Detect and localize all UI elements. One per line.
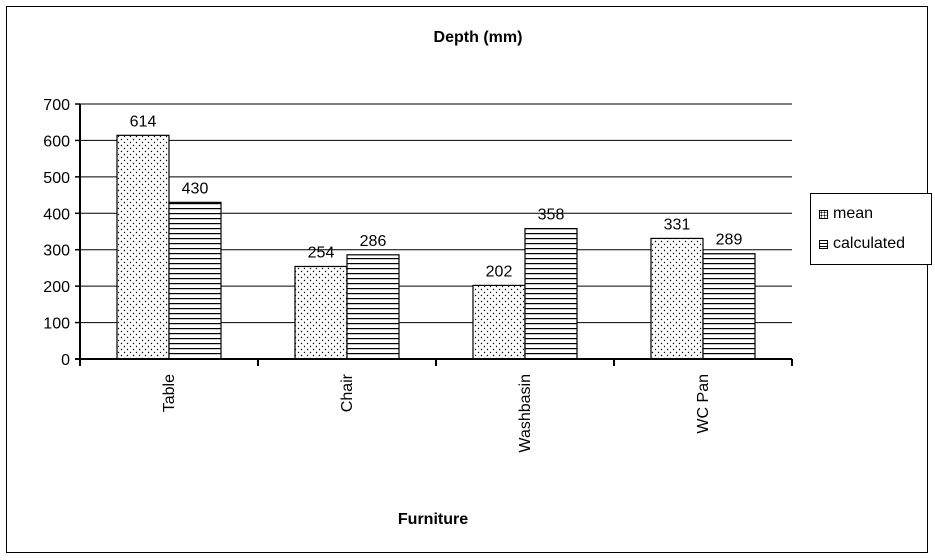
legend-swatch-mean	[819, 209, 828, 219]
bar-mean-wc-pan	[650, 237, 704, 360]
axes: 0 100 200 300 400 500 600 700 Table Chair Washbasi…	[43, 97, 793, 453]
chart-title: Depth (mm)	[434, 29, 523, 46]
y-tick-label-500: 500	[43, 170, 70, 187]
bar-calculated-chair	[346, 254, 400, 360]
bar-mean-washbasin	[472, 284, 526, 360]
bar-mean-chair	[294, 265, 348, 360]
legend-item-mean: mean	[819, 204, 873, 224]
category-label-table: Table	[161, 374, 178, 412]
y-tick-label-0: 0	[61, 352, 70, 369]
bar-calculated-wc-pan	[702, 253, 756, 360]
y-tick-label-300: 300	[43, 243, 70, 260]
category-label-washbasin: Washbasin	[517, 374, 534, 453]
data-label-calculated-wc-pan: 289	[716, 232, 743, 249]
data-label-mean-washbasin: 202	[486, 263, 513, 280]
legend: mean calculated	[810, 193, 932, 265]
data-label-calculated-washbasin: 358	[538, 207, 565, 224]
legend-item-calculated: calculated	[819, 234, 905, 254]
data-label-mean-chair: 254	[308, 244, 335, 261]
bar-calculated-washbasin	[524, 227, 578, 360]
y-tick-label-600: 600	[43, 133, 70, 150]
y-tick-label-400: 400	[43, 206, 70, 223]
category-label-wc-pan: WC Pan	[695, 374, 712, 434]
legend-label-calculated: calculated	[833, 235, 906, 252]
category-label-chair: Chair	[339, 373, 356, 412]
y-tick-label-200: 200	[43, 279, 70, 296]
data-label-calculated-table: 430	[182, 180, 209, 197]
y-tick-label-100: 100	[43, 316, 70, 333]
legend-swatch-calculated	[819, 239, 828, 249]
bars: 614 430 254 286 202 358 331 289	[116, 113, 756, 360]
bar-mean-table	[116, 134, 170, 360]
data-label-mean-wc-pan: 331	[664, 216, 691, 233]
legend-label-mean: mean	[833, 205, 874, 222]
data-label-mean-table: 614	[130, 113, 157, 130]
data-label-calculated-chair: 286	[360, 233, 387, 250]
y-tick-label-700: 700	[43, 97, 70, 114]
bar-calculated-table	[168, 201, 222, 360]
x-axis-label: Furniture	[398, 511, 468, 528]
